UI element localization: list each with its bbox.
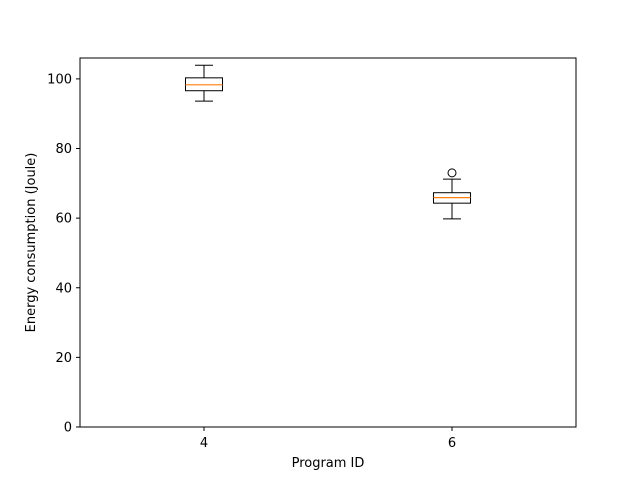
y-tick-label: 100 <box>47 72 72 87</box>
outlier-point <box>447 168 457 178</box>
y-tick-label: 40 <box>55 281 72 296</box>
y-axis-label: Energy consumption (Joule) <box>24 153 39 333</box>
box-group-6 <box>433 168 471 220</box>
y-tick-label: 60 <box>55 212 72 227</box>
plot-area-frame <box>79 57 577 428</box>
y-axis: 0 20 40 60 80 100 <box>47 72 80 436</box>
x-axis-label: Program ID <box>292 456 365 471</box>
box-group-4 <box>185 64 223 102</box>
y-tick-label: 0 <box>64 421 72 436</box>
x-tick-label: 4 <box>200 436 208 451</box>
x-tick-label: 6 <box>448 436 456 451</box>
y-tick-label: 80 <box>55 142 72 157</box>
y-tick-label: 20 <box>55 351 72 366</box>
boxes-layer <box>185 64 471 220</box>
